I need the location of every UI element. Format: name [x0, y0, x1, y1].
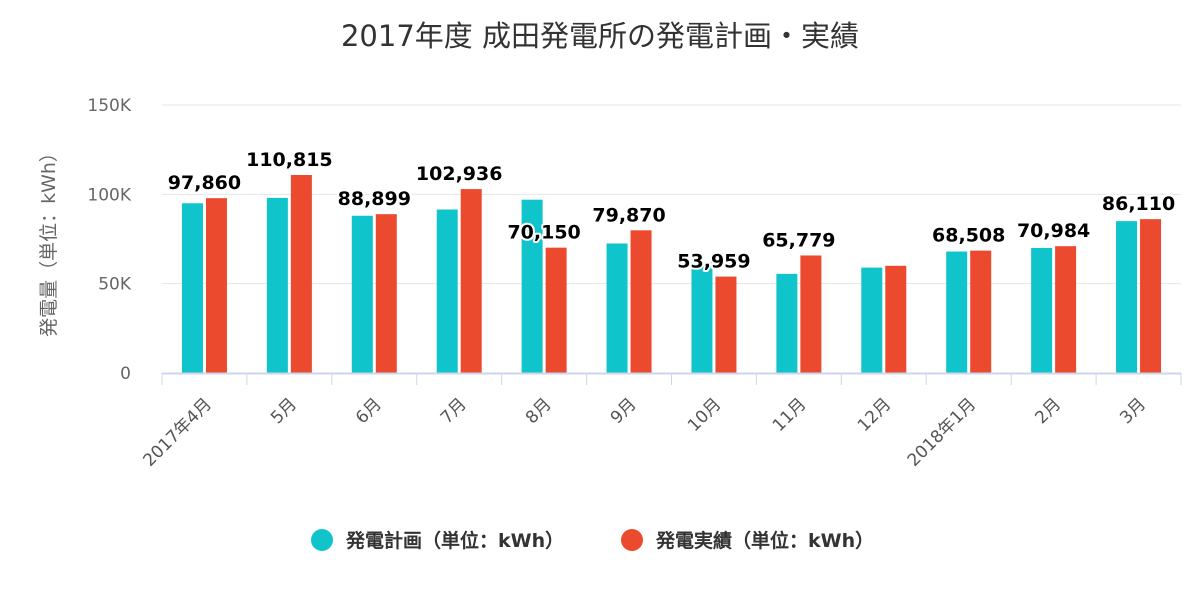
bar-plan: [436, 209, 458, 373]
legend-label: 発電実績（単位：kWh）: [655, 529, 874, 552]
bar-actual: [715, 276, 737, 373]
bar-series: [181, 175, 1162, 373]
x-tick-label: 8月: [522, 394, 556, 428]
grid-lines: 0 50K 100K 150K: [87, 96, 1181, 384]
legend-item-plan[interactable]: 発電計画（単位：kWh）: [311, 529, 564, 552]
data-label: 86,110: [1102, 193, 1175, 215]
x-tick-label: 2017年4月: [140, 394, 216, 470]
bar-plan: [1116, 221, 1138, 373]
bar-actual: [800, 255, 822, 373]
y-tick-label: 0: [120, 364, 131, 384]
x-tick-label: 7月: [437, 394, 471, 428]
bar-plan: [266, 197, 288, 373]
bar-plan: [606, 243, 628, 373]
data-label: 53,959: [677, 251, 750, 273]
x-tick-label: 11月: [769, 394, 810, 435]
bar-plan: [1031, 247, 1053, 373]
x-tick-label: 10月: [684, 394, 725, 435]
data-label: 65,779: [762, 229, 835, 251]
bar-actual: [885, 265, 907, 373]
x-tick-label: 2018年1月: [904, 394, 980, 470]
bar-plan: [691, 262, 713, 373]
legend-label: 発電計画（単位：kWh）: [345, 529, 564, 552]
legend-marker: [311, 529, 333, 551]
bar-actual: [545, 247, 567, 373]
bar-actual: [375, 214, 397, 373]
data-label: 102,936: [416, 163, 503, 185]
x-tick-label: 9月: [607, 394, 641, 428]
x-tick-label: 6月: [352, 394, 386, 428]
x-tick-label: 2月: [1031, 394, 1065, 428]
y-tick-label: 100K: [87, 185, 131, 205]
bar-plan: [181, 203, 203, 373]
bar-plan: [521, 199, 543, 373]
bar-actual: [290, 175, 312, 373]
bar-plan: [861, 267, 883, 373]
x-axis: 2017年4月 5月 6月 7月 8月 9月 10月 11月 12月 2018年1月 2月 3月: [140, 372, 1182, 471]
x-tick-label: 3月: [1116, 394, 1150, 428]
y-tick-label: 50K: [98, 275, 132, 295]
data-label: 88,899: [338, 188, 411, 210]
x-tick-label: 12月: [854, 394, 895, 435]
bar-actual: [630, 230, 652, 373]
bar-plan: [946, 251, 968, 373]
data-label: 70,984: [1017, 220, 1090, 242]
legend-marker: [621, 529, 643, 551]
bar-actual: [460, 189, 482, 373]
data-label: 79,870: [592, 204, 665, 226]
data-label: 110,815: [246, 149, 333, 171]
data-label: 70,150: [507, 222, 580, 244]
x-tick-label: 5月: [267, 394, 301, 428]
y-tick-label: 150K: [87, 96, 131, 116]
bar-actual: [1140, 219, 1162, 373]
data-label: 97,860: [168, 172, 241, 194]
legend: 発電計画（単位：kWh） 発電実績（単位：kWh）: [311, 529, 874, 552]
bar-plan: [351, 215, 373, 373]
bar-actual: [205, 198, 227, 373]
bar-actual: [970, 250, 992, 373]
y-axis-label: 発電量（単位：kWh）: [38, 143, 60, 337]
data-label: 68,508: [932, 225, 1005, 247]
legend-item-actual[interactable]: 発電実績（単位：kWh）: [621, 529, 874, 552]
chart-title: 2017年度 成田発電所の発電計画・実績: [341, 19, 859, 53]
bar-plan: [776, 273, 798, 373]
bar-actual: [1055, 246, 1077, 373]
